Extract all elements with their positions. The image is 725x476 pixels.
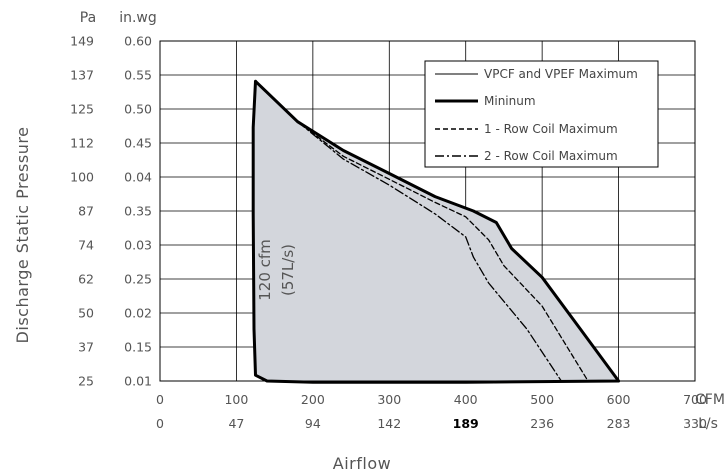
y-tick-pa: 125 [70,102,94,117]
y-unit-pa: Pa [80,10,96,26]
y-tick-inwg: 0.60 [124,34,152,49]
x-tick-ls: 94 [305,416,321,431]
series-line-3 [296,121,562,382]
y-tick-inwg: 0.55 [124,68,152,83]
x-unit-cfm: CFM [695,392,725,408]
x-tick-cfm: 400 [454,392,478,407]
y-tick-pa: 25 [78,374,94,389]
y-tick-inwg: 0.04 [124,170,152,185]
y-tick-pa: 100 [70,170,94,185]
x-tick-cfm: 700 [683,392,707,407]
annotation-line-2: (57L/s) [279,244,297,296]
y-tick-pa: 74 [78,238,94,253]
x-tick-ls: 47 [228,416,244,431]
y-tick-inwg: 0.15 [124,340,152,355]
x-tick-ls: 142 [377,416,401,431]
min-flow-annotation: 120 cfm (57L/s) [256,239,297,301]
legend-label-vpcf: VPCF and VPEF Maximum [484,67,638,81]
series-line-1 [251,79,621,384]
y-tick-inwg: 0.25 [124,272,152,287]
legend-label-2row: 2 - Row Coil Maximum [484,149,618,163]
x-tick-cfm: 0 [156,392,164,407]
x-tick-ls: 0 [156,416,164,431]
tick-labels: 0.60 149 0.55 137 0.50 125 0.45 112 0.04 100 0.35 8… [70,34,707,432]
plot-frame [159,40,696,382]
y-tick-pa: 137 [70,68,94,83]
y-tick-pa: 50 [78,306,94,321]
x-tick-cfm: 200 [301,392,325,407]
x-tick-cfm: 100 [224,392,248,407]
x-tick-ls: 189 [453,416,479,431]
legend-box [424,60,659,168]
x-tick-ls: 330 [683,416,707,431]
legend: VPCF and VPEF Maximum Mininum 1 - Row Co… [424,60,659,168]
legend-label-minimum: Mininum [484,94,536,108]
y-unit-inwg: in.wg [119,10,157,26]
x-axis-title: Airflow [333,454,391,473]
y-tick-inwg: 0.01 [124,374,152,389]
legend-label-1row: 1 - Row Coil Maximum [484,122,618,136]
series-line-2 [296,121,589,382]
y-tick-inwg: 0.45 [124,136,152,151]
y-tick-inwg: 0.02 [124,306,152,321]
series-layer [251,79,621,384]
y-tick-pa: 62 [78,272,94,287]
annotation-line-1: 120 cfm [256,239,274,301]
y-axis-title: Discharge Static Pressure [13,127,32,344]
y-tick-pa: 112 [70,136,94,151]
y-tick-pa: 37 [78,340,94,355]
x-tick-cfm: 500 [530,392,554,407]
x-unit-ls: L/s [698,416,718,432]
y-tick-inwg: 0.35 [124,204,152,219]
y-tick-inwg: 0.50 [124,102,152,117]
y-tick-inwg: 0.03 [124,238,152,253]
x-tick-ls: 283 [607,416,631,431]
x-tick-cfm: 300 [377,392,401,407]
y-tick-pa: 87 [78,204,94,219]
x-tick-cfm: 600 [607,392,631,407]
x-tick-ls: 236 [530,416,554,431]
y-tick-pa: 149 [70,34,94,49]
